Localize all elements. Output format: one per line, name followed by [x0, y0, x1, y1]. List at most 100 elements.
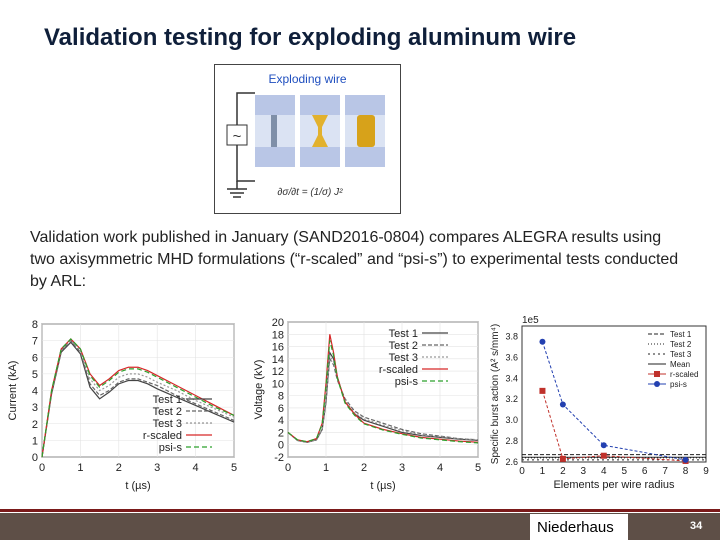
plot-area [521, 325, 707, 463]
y-tick-label: 3.6 [505, 352, 518, 362]
y-tick-label: 1 [32, 435, 38, 447]
x-tick-label: 4 [193, 462, 199, 474]
series-line-test-3 [41, 339, 235, 458]
y-tick-label: 2 [32, 419, 38, 431]
legend-label-test-2: Test 2 [670, 340, 692, 349]
data-point-r-scaled [559, 455, 566, 462]
y-tick-label: 0 [32, 452, 38, 464]
x-tick-label: 6 [642, 466, 648, 477]
y-tick-label: 2 [278, 427, 284, 439]
ac-source-symbol: ~ [233, 128, 242, 145]
series-line-psi-s [41, 338, 235, 458]
legend-label-psi-s: psi-s [159, 442, 183, 454]
exploding-wire-schematic: Exploding wire ~ ∂σ/∂t = (1/σ) J² [214, 64, 401, 214]
y-tick-label: 2.6 [505, 457, 518, 467]
data-point-psi-s [600, 442, 607, 449]
y-tick-label: 7 [32, 336, 38, 348]
legend-label-r-scaled: r-scaled [670, 370, 698, 379]
series-line-test-1 [41, 341, 235, 458]
x-tick-label: 5 [621, 466, 627, 477]
x-tick-label: 0 [39, 462, 45, 474]
y-tick-label: 3.8 [505, 331, 518, 341]
data-point-psi-s [539, 338, 546, 345]
x-tick-label: 3 [399, 462, 405, 474]
footer-divider [0, 509, 720, 512]
series-line-psi-s [541, 341, 686, 461]
x-tick-label: 9 [703, 466, 709, 477]
schematic-drawing: ~ ∂σ/∂t = (1/σ) J² [226, 92, 385, 198]
x-axis-label: Elements per wire radius [553, 479, 675, 491]
legend-label-test-2: Test 2 [389, 340, 418, 352]
electrode-panel-2 [300, 95, 340, 167]
electrode-panel-1 [255, 95, 295, 167]
y-tick-label: 20 [272, 317, 284, 329]
data-point-psi-s [559, 401, 566, 408]
legend-label-test-1: Test 1 [670, 330, 692, 339]
y-tick-label: 3.0 [505, 415, 518, 425]
y-tick-label: 3.4 [505, 373, 518, 383]
footer-author: Niederhaus [537, 519, 614, 536]
electrode-panel-3 [345, 95, 385, 167]
y-axis-label: Current (kA) [7, 361, 19, 421]
x-tick-label: 4 [437, 462, 443, 474]
y-tick-label: -2 [274, 452, 284, 464]
series-line-r-scaled [541, 390, 686, 462]
legend-label-test-3: Test 3 [153, 418, 182, 430]
y-tick-label: 3 [32, 402, 38, 414]
burst-action-chart: 1e5 2.6 2.8 3.0 3.2 3.4 3.6 3.8 0 1 2 3 4 5 6 7 8 9 Elemen… [490, 315, 709, 491]
body-paragraph: Validation work published in January (SA… [30, 229, 679, 290]
y-tick-label: 4 [32, 386, 38, 398]
x-tick-label: 2 [116, 462, 122, 474]
y-tick-label: 8 [278, 391, 284, 403]
data-point-r-scaled [600, 452, 607, 459]
x-axis-label: t (µs) [370, 480, 395, 492]
x-tick-label: 0 [519, 466, 525, 477]
slide-title: Validation testing for exploding aluminu… [44, 24, 577, 51]
y-tick-label: 6 [32, 352, 38, 364]
plot-area [287, 321, 479, 458]
y-tick-label: 4 [278, 415, 284, 427]
y-tick-label: 14 [272, 354, 284, 366]
legend-label-mean: Mean [670, 360, 690, 369]
legend-label-test-1: Test 1 [389, 328, 418, 340]
legend-label-test-3: Test 3 [389, 352, 418, 364]
conductivity-equation: ∂σ/∂t = (1/σ) J² [277, 187, 343, 198]
schematic-label: Exploding wire [268, 72, 347, 86]
legend-label-test-3: Test 3 [670, 350, 692, 359]
legend-marker-r-scaled [654, 371, 660, 377]
y-tick-label: 5 [32, 369, 38, 381]
data-point-r-scaled [539, 387, 546, 394]
x-tick-label: 5 [475, 462, 481, 474]
data-point-psi-s [682, 456, 689, 463]
legend-label-r-scaled: r-scaled [143, 430, 182, 442]
legend-marker-psi-s [654, 381, 660, 387]
x-tick-label: 2 [361, 462, 367, 474]
x-tick-label: 1 [540, 466, 546, 477]
x-tick-label: 0 [285, 462, 291, 474]
x-tick-label: 3 [581, 466, 587, 477]
x-tick-label: 3 [154, 462, 160, 474]
y-tick-label: 10 [272, 378, 284, 390]
x-tick-label: 1 [323, 462, 329, 474]
y-tick-label: 0 [278, 440, 284, 452]
x-axis-label: t (µs) [125, 480, 150, 492]
y-scale-label: 1e5 [522, 315, 539, 326]
x-tick-label: 2 [560, 466, 566, 477]
series-line-r-scaled [287, 334, 479, 443]
legend-label-psi-s: psi-s [395, 376, 419, 388]
x-tick-label: 5 [231, 462, 237, 474]
y-axis-label: Specific burst action (A² s/mm⁴) [490, 324, 501, 464]
legend-label-r-scaled: r-scaled [379, 364, 418, 376]
y-tick-label: 12 [272, 366, 284, 378]
legend-label-test-2: Test 2 [153, 406, 182, 418]
y-axis-label: Voltage (kV) [253, 360, 265, 420]
legend-label-psi-s: psi-s [670, 380, 687, 389]
ac-source-box [226, 124, 248, 146]
y-tick-label: 3.2 [505, 394, 518, 404]
y-tick-label: 6 [278, 403, 284, 415]
x-tick-label: 4 [601, 466, 607, 477]
legend-label-test-1: Test 1 [153, 394, 182, 406]
y-tick-label: 18 [272, 329, 284, 341]
author-box [530, 514, 628, 540]
y-tick-label: 8 [32, 319, 38, 331]
